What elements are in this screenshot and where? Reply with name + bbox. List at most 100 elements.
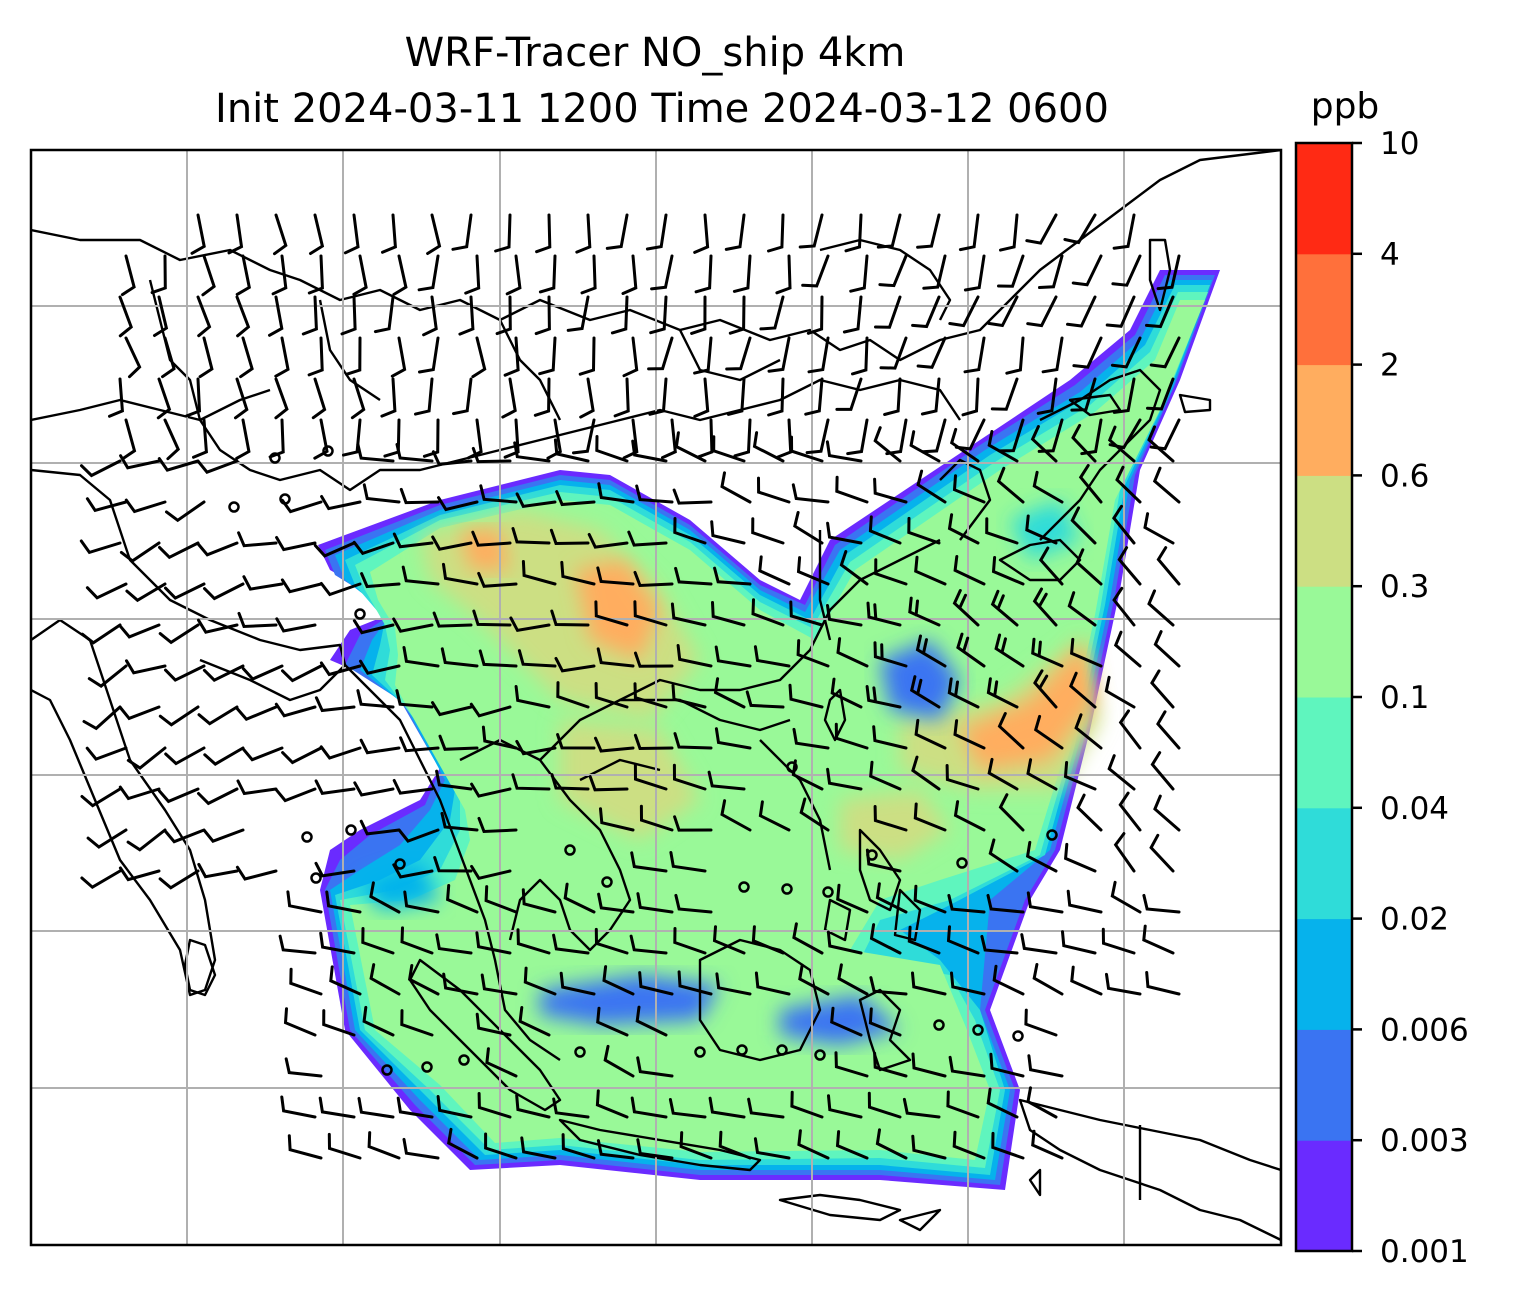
- wind-barb: [118, 623, 161, 639]
- wind-barb: [1033, 714, 1064, 750]
- wind-barb: [963, 336, 986, 374]
- wind-barb: [572, 418, 596, 455]
- wind-barb: [392, 532, 434, 549]
- wind-barb: [437, 496, 479, 512]
- wind-barb: [313, 541, 356, 558]
- wind-barb: [234, 377, 249, 420]
- wind-barb: [283, 1007, 317, 1037]
- wind-barb: [1070, 965, 1103, 996]
- wind-barb: [479, 484, 518, 504]
- wind-barb: [907, 516, 941, 545]
- wind-barb: [494, 213, 512, 253]
- wind-barb: [994, 633, 1025, 668]
- wind-barb: [158, 869, 200, 890]
- wind-barb: [844, 213, 863, 253]
- wind-barb: [440, 647, 479, 668]
- wind-barb: [587, 533, 629, 549]
- wind-barb: [826, 521, 863, 545]
- wind-barb: [916, 336, 947, 369]
- wind-barb: [997, 712, 1025, 750]
- colorbar-tick-label: 0.6: [1380, 458, 1429, 494]
- wind-barb: [518, 1006, 551, 1037]
- wind-barb: [407, 964, 440, 996]
- wind-barb: [1027, 1054, 1064, 1078]
- wind-barb: [197, 705, 239, 726]
- wind-barb: [274, 377, 289, 420]
- wind-barb: [367, 1131, 401, 1160]
- wind-barb: [118, 705, 161, 721]
- wind-barb: [714, 645, 752, 668]
- wind-barb: [307, 254, 324, 295]
- wind-barb: [1066, 889, 1103, 914]
- wind-barb: [1105, 295, 1136, 328]
- wind-barb: [273, 213, 288, 256]
- wind-barb: [517, 649, 557, 668]
- wind-barb: [726, 377, 746, 416]
- wind-barb: [481, 725, 518, 750]
- wind-barb: [594, 736, 635, 753]
- wind-barb: [124, 498, 167, 514]
- wind-barb: [197, 787, 239, 806]
- wind-barb: [400, 1009, 434, 1037]
- wind-barb: [1020, 933, 1058, 955]
- colorbar-tick-label: 0.003: [1380, 1123, 1469, 1159]
- wind-barb: [629, 934, 668, 955]
- calm-wind-marker: [458, 1054, 470, 1066]
- wind-barb: [596, 1139, 635, 1160]
- wind-barb: [875, 1128, 908, 1160]
- wind-barb: [1025, 213, 1058, 245]
- calm-wind-marker: [601, 876, 613, 888]
- colorbar-tick-label: 0.006: [1380, 1012, 1469, 1048]
- colorbar-segment: [1296, 364, 1352, 476]
- wind-barb: [440, 811, 479, 832]
- wind-barb: [274, 336, 290, 378]
- colorbar-segment: [1296, 697, 1352, 809]
- wind-barb: [119, 454, 161, 470]
- wind-barb: [707, 770, 746, 791]
- wind-barb: [793, 511, 824, 545]
- wind-barb: [319, 931, 356, 955]
- wind-barb: [1026, 758, 1058, 791]
- wind-barb: [202, 828, 245, 843]
- wind-barb: [758, 800, 791, 832]
- wind-barb: [594, 682, 629, 709]
- wind-barb: [274, 787, 317, 803]
- wind-barb: [635, 484, 674, 504]
- wind-barb: [636, 1138, 674, 1160]
- wind-barb: [359, 738, 401, 755]
- wind-barb: [1153, 794, 1181, 832]
- wind-barb: [634, 651, 674, 668]
- wind-barb: [594, 600, 629, 627]
- colorbar-tick-label: 0.3: [1380, 569, 1429, 605]
- wind-barb: [725, 336, 752, 371]
- wind-barb: [758, 555, 791, 586]
- wind-barb: [830, 1006, 863, 1037]
- calm-wind-marker: [1012, 1030, 1024, 1042]
- wind-barb: [752, 431, 785, 463]
- wind-barb: [1149, 833, 1175, 873]
- wind-barb: [952, 1130, 986, 1160]
- wind-barb: [426, 213, 442, 255]
- wind-barb: [948, 295, 980, 328]
- wind-barb: [274, 702, 317, 718]
- wind-barb: [911, 1052, 947, 1078]
- wind-barb: [360, 572, 401, 589]
- wind-barb: [124, 336, 142, 379]
- wind-barb: [718, 1130, 752, 1160]
- wind-barb: [1032, 963, 1064, 996]
- wind-barb: [630, 1096, 668, 1119]
- wind-barb: [987, 430, 1019, 463]
- wind-barb: [399, 487, 440, 505]
- wind-barb: [319, 661, 362, 677]
- wind-barb: [353, 781, 395, 797]
- wind-barb: [635, 1005, 668, 1037]
- wind-barb: [198, 336, 214, 379]
- wind-barb: [790, 435, 824, 463]
- wind-barb: [980, 934, 1019, 955]
- wind-barb: [633, 733, 674, 751]
- wind-barb: [554, 656, 596, 673]
- wind-barb: [1142, 924, 1175, 955]
- wind-barb: [396, 1096, 434, 1119]
- wind-barb: [1032, 587, 1058, 627]
- wind-barb: [911, 755, 941, 791]
